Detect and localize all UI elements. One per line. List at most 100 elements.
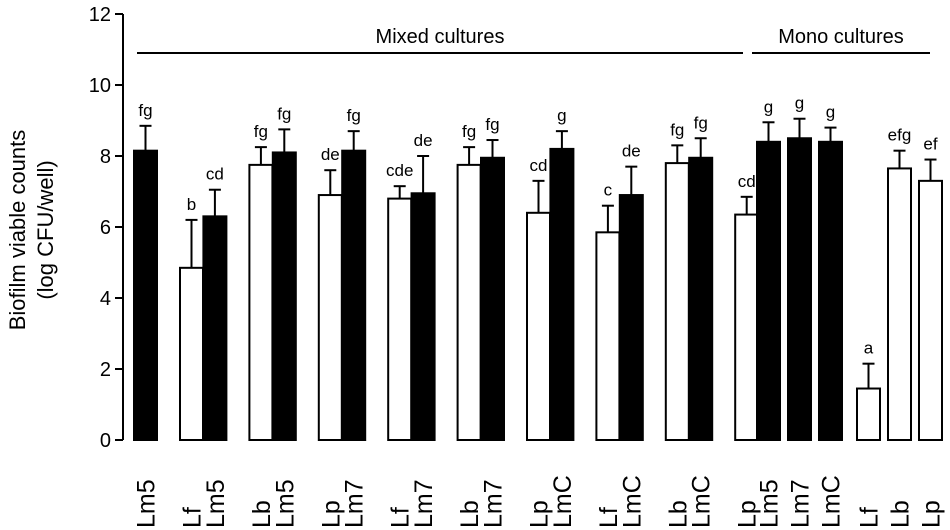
bar-white xyxy=(734,213,760,441)
bar-white xyxy=(887,167,912,442)
x-tick-label: Lm5 xyxy=(271,479,299,528)
x-tick-label: Lp xyxy=(918,500,946,528)
x-tick-label: Lf xyxy=(179,507,207,528)
bar-group: fg Lb xyxy=(248,122,276,528)
bar-white xyxy=(387,197,413,441)
significance-letter: cde xyxy=(386,161,413,180)
y-axis-label-line2: (log CFU/well) xyxy=(33,160,58,299)
x-tick-label: Lm7 xyxy=(410,479,438,528)
y-tick-label: 0 xyxy=(100,430,111,452)
x-tick-label: LmC xyxy=(688,475,716,528)
significance-letter: fg xyxy=(277,104,291,123)
group-label: Mono cultures xyxy=(778,26,904,48)
bar-group: c Lf xyxy=(595,181,623,528)
x-tick-label: Lm7 xyxy=(787,479,815,528)
bar-black xyxy=(688,156,714,441)
bar-group: g Lm5 xyxy=(756,97,784,528)
y-axis: 0 2 4 6 8 10 12 xyxy=(89,4,124,452)
significance-letter: fg xyxy=(694,113,708,132)
x-tick-label: Lb xyxy=(456,500,484,528)
bar-black xyxy=(410,192,436,441)
bar-black xyxy=(271,151,297,441)
x-tick-label: Lm5 xyxy=(202,479,230,528)
bar-group: fg Lm7 xyxy=(341,106,369,528)
significance-letter: ef xyxy=(923,135,937,154)
significance-letter: b xyxy=(187,195,196,214)
bar-group: de Lp xyxy=(317,145,345,528)
x-tick-label: LmC xyxy=(549,475,577,528)
x-tick-label: Lb xyxy=(664,500,692,528)
significance-letter: fg xyxy=(670,120,684,139)
x-tick-label: Lp xyxy=(734,500,762,528)
x-tick-label: Lf xyxy=(856,507,884,528)
significance-letter: c xyxy=(604,181,613,200)
bar-group: fg LmC xyxy=(688,113,716,528)
bar-group: fg Lm5 xyxy=(133,101,161,528)
bar-white xyxy=(248,163,274,441)
bar-group: fg Lm5 xyxy=(271,104,299,528)
bar-black xyxy=(133,149,158,442)
x-tick-label: LmC xyxy=(618,475,646,528)
bar-group: fg Lb xyxy=(456,122,484,528)
bar-black xyxy=(818,140,843,442)
bar-white xyxy=(595,231,621,441)
bar-group: fg Lm7 xyxy=(480,115,508,528)
significance-letter: g xyxy=(795,94,804,113)
x-tick-label: Lf xyxy=(595,507,623,528)
x-tick-label: Lp xyxy=(317,500,345,528)
bar-group: a Lf xyxy=(856,339,884,528)
significance-letter: fg xyxy=(347,106,361,125)
bar-white xyxy=(317,194,343,441)
y-tick-label: 2 xyxy=(100,359,111,381)
significance-letter: g xyxy=(557,106,566,125)
y-tick-label: 4 xyxy=(100,288,111,310)
x-tick-label: Lb xyxy=(887,500,915,528)
x-tick-label: Lm7 xyxy=(480,479,508,528)
bar-group: efg Lb xyxy=(887,126,915,528)
bar-group: g LmC xyxy=(818,103,846,528)
bar-black xyxy=(756,140,781,442)
y-tick-label: 8 xyxy=(100,146,111,168)
culture-group-brackets: Mixed cultures Mono cultures xyxy=(137,26,930,54)
bar-group: cde Lf xyxy=(386,161,415,528)
significance-letter: g xyxy=(764,97,773,116)
bar-black xyxy=(341,149,367,442)
bars: fgLm5bLfcdLm5fgLbfgLm5deLpfgLm7cdeLfdeLm… xyxy=(133,94,946,528)
significance-letter: de xyxy=(321,145,340,164)
x-tick-label: Lm5 xyxy=(756,479,784,528)
bar-white xyxy=(456,163,482,441)
group-label: Mixed cultures xyxy=(376,26,505,48)
x-tick-label: LmC xyxy=(818,475,846,528)
bar-white xyxy=(918,179,943,441)
y-tick-label: 10 xyxy=(89,75,111,97)
bar-black xyxy=(787,137,812,441)
significance-letter: fg xyxy=(485,115,499,134)
bar-group: g Lm7 xyxy=(787,94,815,528)
bar-group: fg Lb xyxy=(664,120,692,528)
x-tick-label: Lm5 xyxy=(133,479,161,528)
x-tick-label: Lf xyxy=(387,507,415,528)
significance-letter: fg xyxy=(138,101,152,120)
bar-white xyxy=(179,266,204,442)
significance-letter: cd xyxy=(530,156,548,175)
significance-letter: de xyxy=(414,131,433,150)
bar-black xyxy=(480,156,505,441)
significance-letter: fg xyxy=(254,122,268,141)
y-axis-label-line1: Biofilm viable counts xyxy=(5,130,30,331)
bar-group: de LmC xyxy=(618,142,646,528)
bar-black xyxy=(549,147,575,441)
bar-black xyxy=(202,215,228,441)
y-tick-label: 12 xyxy=(89,4,111,26)
bar-group: de Lm7 xyxy=(410,131,438,528)
bar-group: g LmC xyxy=(549,106,577,528)
bar-white xyxy=(526,211,551,441)
significance-letter: cd xyxy=(738,172,756,191)
significance-letter: cd xyxy=(206,165,224,184)
bar-white xyxy=(664,162,690,441)
significance-letter: a xyxy=(864,339,874,358)
bar-white xyxy=(856,387,881,441)
y-tick-label: 6 xyxy=(100,217,111,239)
significance-letter: de xyxy=(622,142,641,161)
x-tick-label: Lb xyxy=(248,500,276,528)
